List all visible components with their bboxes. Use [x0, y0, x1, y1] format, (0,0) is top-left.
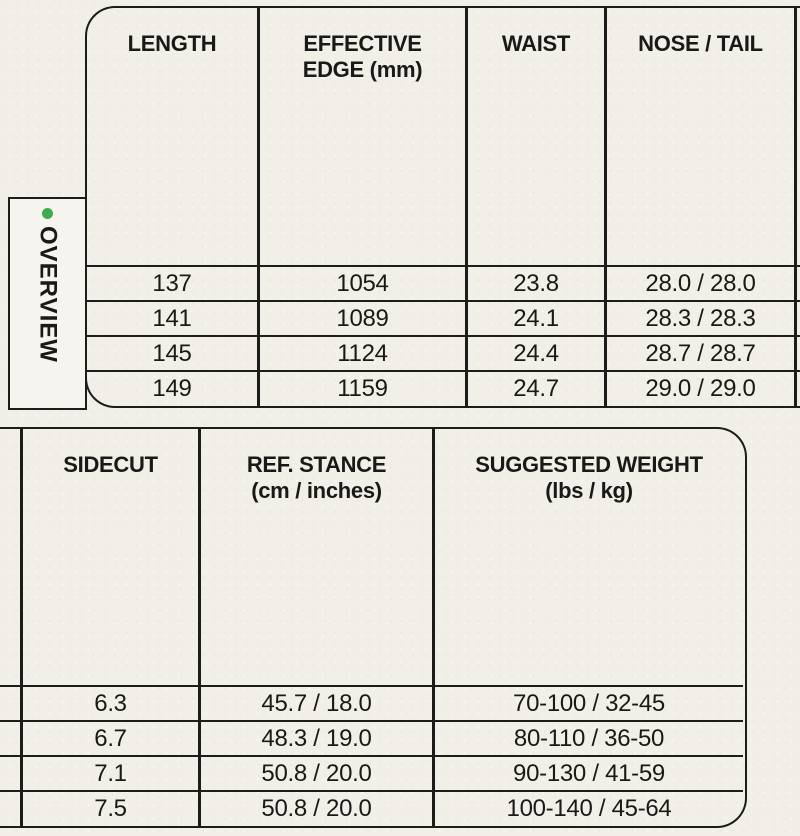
column-header-cutoff — [794, 8, 800, 265]
header-line: SUGGESTED WEIGHT — [475, 452, 703, 477]
spec-table-dimensions: LENGTH EFFECTIVE EDGE (mm) WAIST NOSE / … — [85, 6, 800, 408]
nose-tail-value: 28.3 / 28.3 — [604, 300, 794, 335]
cutoff-value — [0, 790, 20, 826]
header-line: NOSE / TAIL — [638, 31, 763, 56]
waist-value: 24.7 — [465, 370, 604, 406]
column-header-nose-tail: NOSE / TAIL — [604, 8, 794, 265]
suggested-weight-value: 90-130 / 41-59 — [432, 755, 743, 790]
cutoff-value — [0, 755, 20, 790]
nose-tail-value: 28.7 / 28.7 — [604, 335, 794, 370]
length-value: 145 — [87, 335, 257, 370]
column-header-ref-stance: REF. STANCE (cm / inches) — [198, 429, 432, 685]
header-line: LENGTH — [127, 31, 217, 56]
length-value: 137 — [87, 265, 257, 300]
cutoff-value — [794, 370, 800, 406]
ref-stance-value: 50.8 / 20.0 — [198, 790, 432, 826]
ref-stance-value: 45.7 / 18.0 — [198, 685, 432, 720]
header-line: SIDECUT — [63, 452, 158, 477]
sidecut-value: 6.7 — [20, 720, 198, 755]
column-header-sidecut: SIDECUT — [20, 429, 198, 685]
header-line: REF. STANCE — [246, 452, 387, 477]
column-header-effective-edge: EFFECTIVE EDGE (mm) — [257, 8, 465, 265]
waist-value: 24.4 — [465, 335, 604, 370]
spec-table-sidecut-stance-weight: SIDECUT REF. STANCE (cm / inches) SUGGES… — [0, 427, 747, 828]
nose-tail-value: 28.0 / 28.0 — [604, 265, 794, 300]
header-line: WAIST — [501, 31, 571, 56]
header-line: EDGE (mm) — [302, 57, 423, 82]
length-value: 149 — [87, 370, 257, 406]
effective-edge-value: 1124 — [257, 335, 465, 370]
sidecut-value: 7.5 — [20, 790, 198, 826]
column-header-suggested-weight: SUGGESTED WEIGHT (lbs / kg) — [432, 429, 743, 685]
suggested-weight-value: 80-110 / 36-50 — [432, 720, 743, 755]
ref-stance-value: 50.8 / 20.0 — [198, 755, 432, 790]
sidecut-value: 7.1 — [20, 755, 198, 790]
waist-value: 24.1 — [465, 300, 604, 335]
suggested-weight-value: 70-100 / 32-45 — [432, 685, 743, 720]
nose-tail-value: 29.0 / 29.0 — [604, 370, 794, 406]
length-value: 141 — [87, 300, 257, 335]
cutoff-value — [794, 335, 800, 370]
header-line: (cm / inches) — [251, 478, 382, 503]
cutoff-value — [794, 265, 800, 300]
suggested-weight-value: 100-140 / 45-64 — [432, 790, 743, 826]
green-dot-icon — [42, 208, 53, 219]
cutoff-value — [794, 300, 800, 335]
effective-edge-value: 1089 — [257, 300, 465, 335]
cutoff-value — [0, 720, 20, 755]
column-header-length: LENGTH — [87, 8, 257, 265]
overview-tab[interactable]: OVERVIEW — [8, 197, 87, 410]
sidecut-value: 6.3 — [20, 685, 198, 720]
header-line: (lbs / kg) — [545, 478, 633, 503]
cutoff-value — [0, 685, 20, 720]
effective-edge-value: 1054 — [257, 265, 465, 300]
overview-tab-label: OVERVIEW — [34, 226, 62, 363]
column-header-waist: WAIST — [465, 8, 604, 265]
effective-edge-value: 1159 — [257, 370, 465, 406]
header-line: EFFECTIVE — [303, 31, 422, 56]
column-header-cutoff — [0, 429, 20, 685]
waist-value: 23.8 — [465, 265, 604, 300]
ref-stance-value: 48.3 / 19.0 — [198, 720, 432, 755]
